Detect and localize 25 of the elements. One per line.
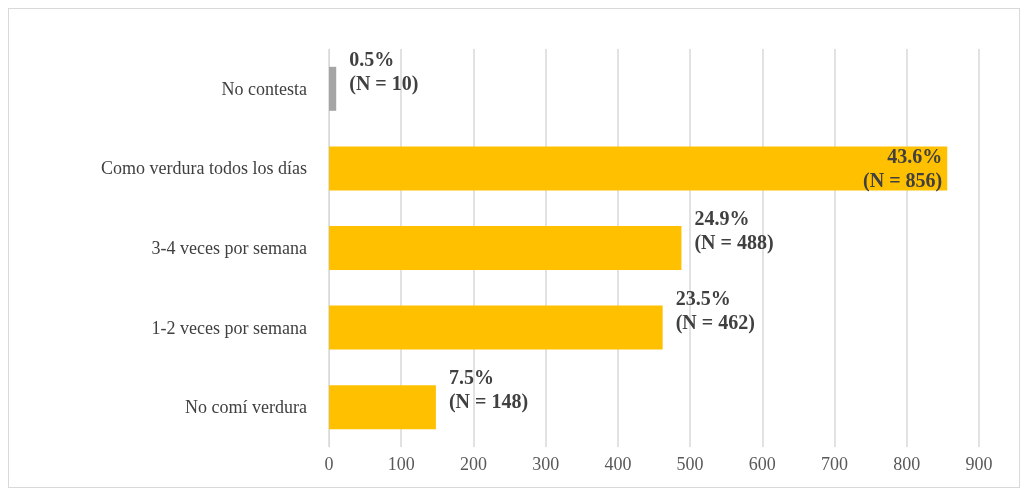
x-tick-label: 700 xyxy=(821,454,849,474)
x-tick-label: 500 xyxy=(676,454,704,474)
x-tick-label: 600 xyxy=(748,454,776,474)
x-tick-label: 200 xyxy=(459,454,487,474)
bar xyxy=(329,66,337,111)
y-tick-label: Como verdura todos los días xyxy=(101,158,307,179)
data-label: 23.5% (N = 462) xyxy=(675,286,755,334)
x-tick-label: 800 xyxy=(893,454,921,474)
y-tick-label: 3-4 veces por semana xyxy=(151,238,308,258)
bar xyxy=(329,385,436,430)
x-tick-label: 300 xyxy=(532,454,560,474)
data-label: 24.9% (N = 488) xyxy=(694,207,774,254)
y-tick-label: No contesta xyxy=(221,78,307,99)
x-tick-label: 0 xyxy=(324,454,334,474)
bar xyxy=(329,146,948,191)
data-label: 0.5% (N = 10) xyxy=(349,47,419,95)
data-label: 43.6% (N = 856) xyxy=(863,145,943,193)
y-tick-label: No comí verdura xyxy=(185,397,307,418)
bar xyxy=(329,305,663,350)
y-tick-label: 1-2 veces por semana xyxy=(151,317,308,338)
x-tick-label: 100 xyxy=(387,454,415,474)
bar xyxy=(329,226,682,270)
data-label: 7.5% (N = 148) xyxy=(448,366,529,414)
x-tick-label: 400 xyxy=(604,454,632,474)
x-tick-label: 900 xyxy=(965,454,993,474)
